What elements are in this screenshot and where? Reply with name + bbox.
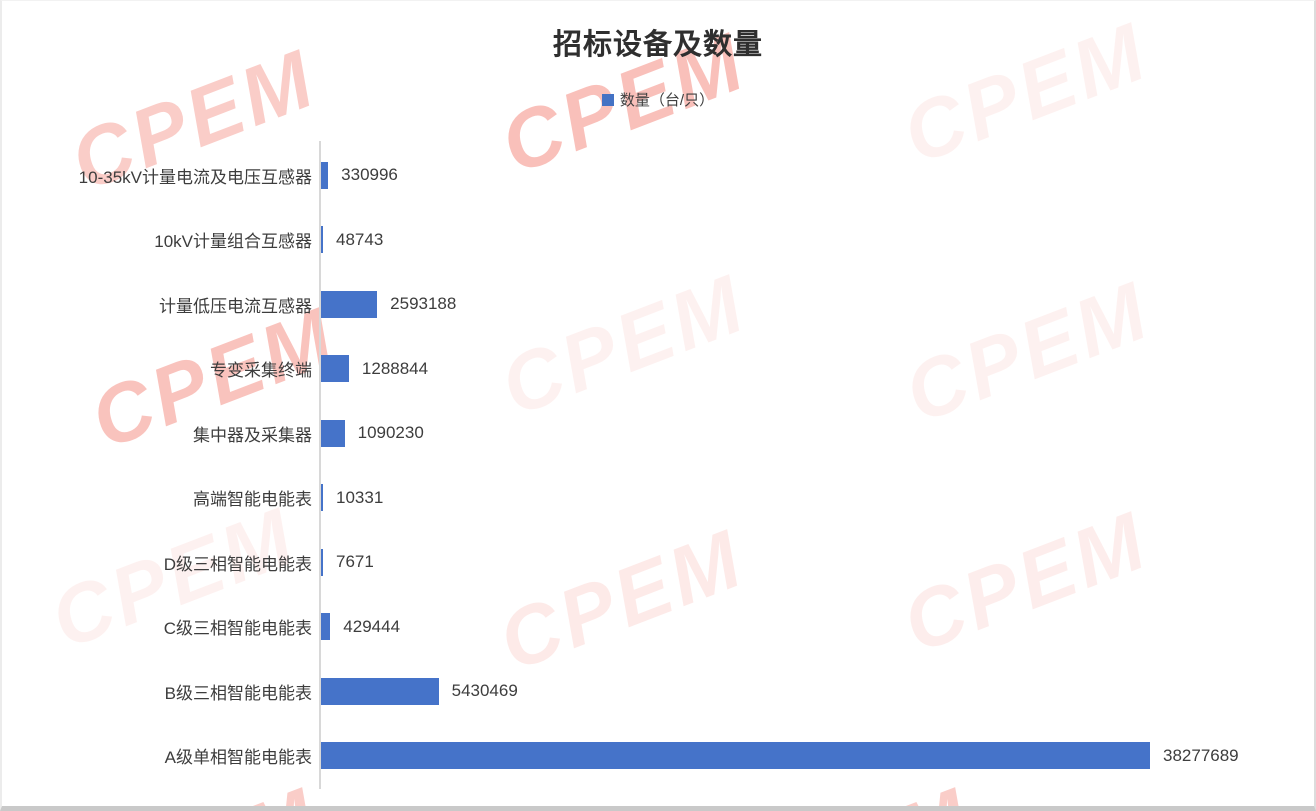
value-label: 1288844 bbox=[361, 358, 429, 378]
bar-row: 专变采集终端 1288844 bbox=[2, 337, 1314, 402]
bar-row: 10kV计量组合互感器 48743 bbox=[2, 208, 1314, 273]
bar-row: C级三相智能电能表 429444 bbox=[2, 595, 1314, 660]
value-label: 48743 bbox=[336, 229, 384, 249]
value-label: 7671 bbox=[336, 552, 374, 572]
category-label: 10-35kV计量电流及电压互感器 bbox=[78, 167, 312, 187]
bar-row: 计量低压电流互感器 2593188 bbox=[2, 272, 1314, 337]
bar[interactable] bbox=[321, 290, 378, 318]
bar[interactable] bbox=[321, 548, 323, 576]
y-axis-line bbox=[319, 141, 321, 789]
bar-zone: 48743 bbox=[321, 226, 384, 254]
bar-row: 集中器及采集器 1090230 bbox=[2, 401, 1314, 466]
bar-zone: 7671 bbox=[321, 548, 374, 576]
category-label: C级三相智能电能表 bbox=[163, 619, 312, 639]
value-label: 5430469 bbox=[451, 681, 518, 701]
bar[interactable] bbox=[321, 226, 323, 254]
bar-zone: 1090230 bbox=[321, 419, 424, 447]
bar-rows: 10-35kV计量电流及电压互感器 330996 10kV计量组合互感器 48743 计… bbox=[2, 143, 1314, 788]
bar[interactable] bbox=[321, 677, 439, 705]
bar[interactable] bbox=[321, 419, 345, 447]
bar[interactable] bbox=[321, 355, 349, 383]
bar-zone: 2593188 bbox=[321, 290, 457, 318]
bar-zone: 10331 bbox=[321, 484, 384, 512]
value-label: 1090230 bbox=[357, 423, 424, 443]
value-label: 10331 bbox=[336, 487, 384, 507]
bar-row: 10-35kV计量电流及电压互感器 330996 bbox=[2, 143, 1314, 208]
bar-row: A级单相智能电能表 38277689 bbox=[2, 724, 1314, 789]
bar-zone: 429444 bbox=[321, 613, 401, 641]
category-label: A级单相智能电能表 bbox=[164, 748, 312, 768]
category-label: 高端智能电能表 bbox=[193, 490, 312, 510]
legend[interactable]: 数量（台/只） bbox=[2, 89, 1314, 110]
bar-row: D级三相智能电能表 7671 bbox=[2, 530, 1314, 595]
legend-label: 数量（台/只） bbox=[619, 92, 715, 109]
bar-zone: 5430469 bbox=[321, 677, 518, 705]
category-label: 计量低压电流互感器 bbox=[159, 296, 312, 316]
category-label: D级三相智能电能表 bbox=[163, 554, 312, 574]
bar-row: B级三相智能电能表 5430469 bbox=[2, 659, 1314, 724]
category-label: 专变采集终端 bbox=[210, 361, 312, 381]
value-label: 429444 bbox=[343, 616, 401, 636]
value-label: 330996 bbox=[341, 165, 398, 185]
bar[interactable] bbox=[321, 613, 331, 641]
bar-zone: 38277689 bbox=[321, 742, 1239, 770]
value-label: 2593188 bbox=[390, 294, 457, 314]
bar[interactable] bbox=[321, 484, 323, 512]
bar-zone: 330996 bbox=[321, 161, 398, 189]
value-label: 38277689 bbox=[1163, 745, 1239, 765]
bar[interactable] bbox=[321, 161, 329, 189]
bar[interactable] bbox=[321, 742, 1150, 770]
category-label: 10kV计量组合互感器 bbox=[154, 232, 312, 252]
category-label: 集中器及采集器 bbox=[193, 425, 312, 445]
category-label: B级三相智能电能表 bbox=[164, 683, 312, 703]
chart-title: 招标设备及数量 bbox=[552, 29, 763, 61]
bar-row: 高端智能电能表 10331 bbox=[2, 466, 1314, 531]
bar-zone: 1288844 bbox=[321, 355, 429, 383]
legend-marker-icon bbox=[601, 93, 614, 106]
